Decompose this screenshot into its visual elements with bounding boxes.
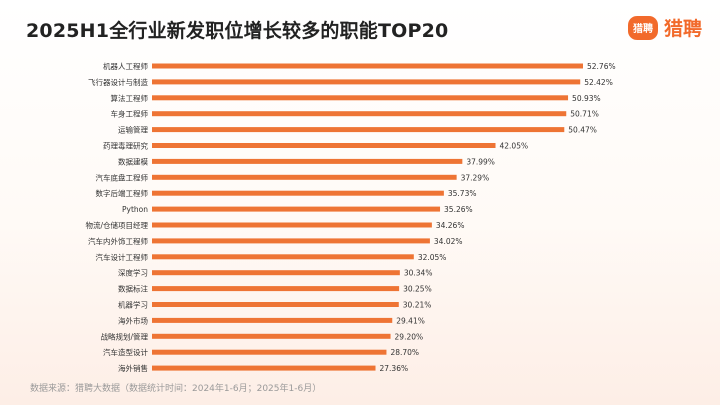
category-label: 飞行器设计与制造	[88, 77, 148, 87]
bar	[152, 222, 432, 228]
bar	[152, 238, 430, 244]
value-label: 27.36%	[380, 364, 409, 373]
bar	[152, 317, 393, 323]
category-label: 物流/仓储项目经理	[85, 220, 148, 230]
data-source-note: 数据来源：猎聘大数据（数据统计时间：2024年1-6月；2025年1-6月）	[30, 384, 322, 394]
value-label: 34.26%	[436, 221, 465, 230]
value-label: 42.05%	[500, 142, 529, 151]
category-label: 数据建模	[118, 156, 148, 166]
category-label: 汽车设计工程师	[96, 252, 149, 262]
bar	[152, 174, 457, 180]
value-label: 29.20%	[395, 332, 424, 341]
bar	[152, 158, 463, 164]
bar	[152, 302, 399, 307]
category-label: 汽车内外饰工程师	[88, 236, 148, 246]
category-label: Python	[122, 205, 148, 214]
bar	[152, 143, 496, 148]
bar	[152, 95, 569, 101]
bar	[152, 127, 565, 133]
logo-text: 猎聘	[663, 18, 702, 40]
bar	[152, 270, 400, 276]
bar	[152, 365, 376, 371]
value-label: 30.21%	[403, 301, 432, 310]
value-label: 30.34%	[404, 269, 433, 278]
bar	[152, 79, 581, 85]
bar	[152, 333, 391, 339]
category-label: 海外销售	[118, 363, 148, 373]
category-label: 数据标注	[118, 284, 148, 294]
value-label: 32.05%	[418, 253, 447, 262]
value-label: 34.02%	[434, 237, 463, 246]
value-label: 30.25%	[403, 285, 432, 294]
value-label: 37.99%	[466, 157, 495, 166]
value-label: 29.41%	[396, 316, 425, 325]
value-label: 52.42%	[584, 78, 613, 87]
category-label: 数字后端工程师	[96, 188, 149, 198]
bar	[152, 286, 400, 292]
brand-logo: 猎聘 猎聘	[627, 14, 702, 41]
category-label: 深度学习	[118, 268, 148, 278]
bar	[152, 349, 387, 355]
category-label: 战略规划/管理	[100, 331, 148, 341]
logo-badge-icon: 猎聘	[627, 15, 658, 40]
value-label: 50.47%	[568, 126, 597, 135]
category-label: 运输管理	[118, 125, 148, 135]
category-label: 汽车底盘工程师	[96, 172, 149, 182]
value-label: 35.26%	[444, 205, 473, 214]
value-label: 28.70%	[390, 348, 419, 357]
value-label: 37.29%	[461, 173, 490, 182]
bar	[152, 254, 414, 260]
bar	[152, 206, 441, 212]
chart-title: 2025H1全行业新发职位增长较多的职能TOP20	[26, 20, 449, 42]
value-label: 50.71%	[570, 110, 599, 119]
category-label: 算法工程师	[111, 93, 149, 103]
category-label: 药理毒理研究	[103, 141, 148, 151]
bar	[152, 63, 583, 69]
value-label: 35.73%	[448, 189, 477, 198]
category-label: 机器人工程师	[103, 61, 148, 71]
bar	[152, 111, 567, 117]
bar	[152, 190, 444, 196]
value-label: 52.76%	[587, 62, 616, 71]
category-label: 车身工程师	[111, 109, 149, 119]
category-label: 机器学习	[118, 300, 148, 310]
category-label: 海外市场	[118, 315, 148, 325]
category-label: 汽车造型设计	[103, 347, 148, 357]
value-label: 50.93%	[572, 94, 601, 103]
